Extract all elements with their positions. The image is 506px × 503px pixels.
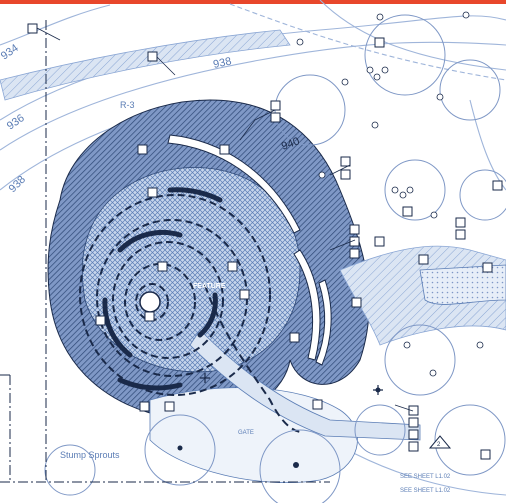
edge-note: R-3 (120, 100, 135, 110)
svg-text:2: 2 (437, 442, 441, 448)
small-plants (296, 11, 484, 377)
section-marker: 2 (428, 435, 452, 449)
trees (44, 14, 506, 503)
gate-label: GATE (238, 430, 254, 436)
mound-ring (81, 167, 301, 373)
sheet-ref-2: SEE SHEET L1.02 (400, 488, 451, 494)
plan-tags (27, 23, 503, 460)
path-band-top (0, 29, 291, 101)
property-line (0, 20, 330, 483)
contour-label-934: 934 (0, 42, 21, 62)
leader-lines (36, 27, 414, 412)
feature-label: FEATURE (193, 283, 226, 290)
seating-arcs (102, 187, 223, 391)
sheet-ref-1: SEE SHEET L1.02 (400, 474, 451, 480)
walkway (189, 329, 421, 441)
window-top-bar (0, 0, 506, 4)
contour-label-940: 940 (280, 135, 301, 153)
main-route (204, 284, 301, 433)
curved-benches (167, 134, 332, 366)
center-feature (139, 291, 161, 313)
contour-label-938a: 938 (7, 174, 28, 195)
stump-label: Stump Sprouts (60, 450, 120, 460)
paving-area (419, 264, 506, 305)
survey-marks (200, 373, 383, 395)
contour-label-938b: 938 (212, 55, 232, 71)
